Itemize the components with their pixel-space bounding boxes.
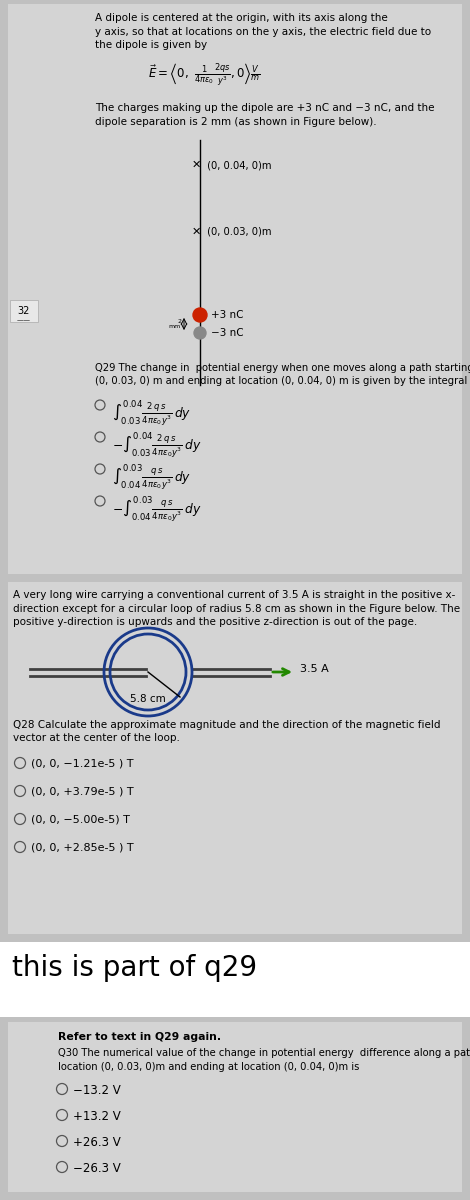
Text: −3 nC: −3 nC (211, 328, 243, 338)
Text: 2
mm: 2 mm (169, 319, 181, 329)
Text: (0, 0, −5.00e-5) T: (0, 0, −5.00e-5) T (31, 814, 130, 824)
Text: (0, 0, +2.85e-5 ) T: (0, 0, +2.85e-5 ) T (31, 842, 133, 852)
Bar (10, 300, 38, 322)
Text: Refer to text in Q29 again.: Refer to text in Q29 again. (58, 1032, 221, 1042)
Text: −13.2 V: −13.2 V (73, 1084, 121, 1097)
Bar (0, 942, 470, 1018)
Text: 32: 32 (18, 306, 30, 316)
Text: $\vec{E} = \left\langle 0,\ \frac{1}{4\pi\varepsilon_0}\frac{2qs}{y^3},0\right\r: $\vec{E} = \left\langle 0,\ \frac{1}{4\p… (148, 62, 261, 89)
Text: (0, 0, +3.79e-5 ) T: (0, 0, +3.79e-5 ) T (31, 786, 133, 796)
Text: $\int_{0.03}^{0.04} \frac{2\,q\,s}{4\pi\varepsilon_0 y^3}\,dy$: $\int_{0.03}^{0.04} \frac{2\,q\,s}{4\pi\… (112, 398, 191, 428)
Text: ✕: ✕ (191, 227, 201, 236)
Text: $-\int_{0.04}^{0.03} \frac{q\,s}{4\pi\varepsilon_0 y^3}\,dy$: $-\int_{0.04}^{0.03} \frac{q\,s}{4\pi\va… (112, 494, 202, 524)
Text: Q28 Calculate the approximate magnitude and the direction of the magnetic field
: Q28 Calculate the approximate magnitude … (13, 720, 440, 743)
Text: this is part of q29: this is part of q29 (12, 954, 257, 982)
Circle shape (194, 326, 206, 338)
Text: (0, 0, −1.21e-5 ) T: (0, 0, −1.21e-5 ) T (31, 758, 133, 768)
Text: +3 nC: +3 nC (211, 310, 243, 320)
Text: ✕: ✕ (191, 160, 201, 170)
Text: +26.3 V: +26.3 V (73, 1136, 121, 1150)
Text: (0, 0.03, 0)m: (0, 0.03, 0)m (204, 227, 272, 236)
Text: +13.2 V: +13.2 V (73, 1110, 121, 1123)
Bar (8, 4, 462, 574)
Text: A dipole is centered at the origin, with its axis along the
y axis, so that at l: A dipole is centered at the origin, with… (95, 13, 431, 50)
Text: Q29 The change in  potential energy when one moves along a path starting at loca: Q29 The change in potential energy when … (95, 362, 470, 386)
Text: $-\int_{0.03}^{0.04} \frac{2\,q\,s}{4\pi\varepsilon_0 y^3}\,dy$: $-\int_{0.03}^{0.04} \frac{2\,q\,s}{4\pi… (112, 430, 202, 460)
Text: A very long wire carrying a conventional current of 3.5 A is straight in the pos: A very long wire carrying a conventional… (13, 590, 460, 628)
Text: Q30 The numerical value of the change in potential energy  difference along a pa: Q30 The numerical value of the change in… (58, 1048, 470, 1072)
Text: (0, 0.04, 0)m: (0, 0.04, 0)m (204, 160, 272, 170)
Text: $\int_{0.04}^{0.03} \frac{q\,s}{4\pi\varepsilon_0 y^3}\,dy$: $\int_{0.04}^{0.03} \frac{q\,s}{4\pi\var… (112, 462, 191, 492)
Text: The charges making up the dipole are +3 nC and −3 nC, and the
dipole separation : The charges making up the dipole are +3 … (95, 103, 434, 126)
Text: ——: —— (17, 317, 31, 323)
Text: 3.5 A: 3.5 A (300, 664, 329, 674)
Text: −26.3 V: −26.3 V (73, 1162, 121, 1175)
Bar (8, 582, 462, 934)
Circle shape (193, 308, 207, 322)
Bar (8, 1022, 462, 1192)
Text: 5.8 cm: 5.8 cm (130, 694, 166, 704)
